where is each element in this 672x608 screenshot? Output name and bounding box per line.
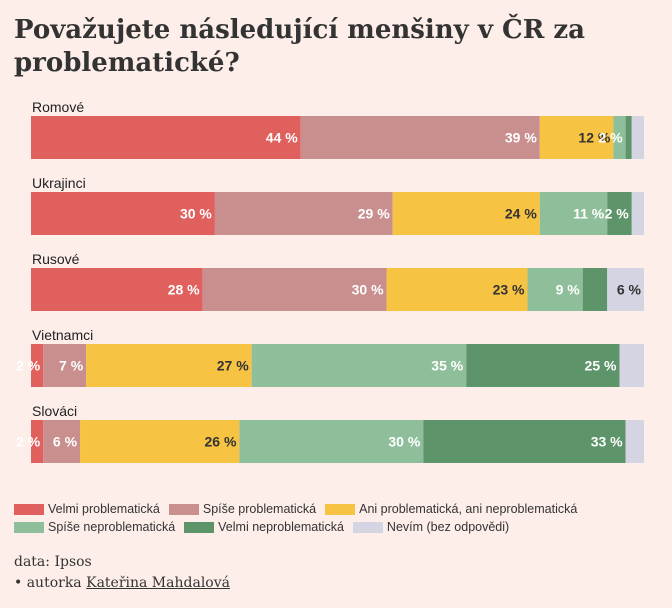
data-label: 29 % bbox=[358, 206, 390, 222]
bar-segment bbox=[300, 116, 540, 159]
bar-segment bbox=[80, 420, 240, 463]
bar-segment bbox=[423, 420, 626, 463]
bar-segment bbox=[527, 268, 583, 311]
bar-segment bbox=[31, 192, 215, 235]
data-source: data: Ipsos bbox=[14, 554, 92, 570]
legend: Velmi problematická Spíše problematická An… bbox=[14, 500, 664, 536]
bar-segment bbox=[239, 420, 424, 463]
author-prefix: • autorka bbox=[14, 575, 82, 591]
bar-segment bbox=[31, 268, 203, 311]
data-label: 30 % bbox=[180, 206, 212, 222]
category-label: Romové bbox=[32, 99, 84, 115]
bar-segment bbox=[619, 344, 644, 387]
data-label: 9 % bbox=[556, 282, 581, 298]
data-label: 2 % bbox=[16, 358, 41, 374]
bar-segment bbox=[43, 344, 87, 387]
legend-item: Velmi neproblematická bbox=[184, 520, 344, 534]
bar-segment bbox=[392, 192, 540, 235]
bar-segment bbox=[386, 268, 528, 311]
legend-row: Velmi problematická Spíše problematická An… bbox=[14, 500, 664, 518]
data-label: 2 % bbox=[16, 434, 41, 450]
legend-item: Ani problematická, ani neproblematická bbox=[325, 502, 577, 516]
legend-item: Velmi problematická bbox=[14, 502, 160, 516]
data-label: 6 % bbox=[617, 282, 642, 298]
bar-segment bbox=[466, 344, 620, 387]
bar-segment bbox=[631, 192, 644, 235]
bar-segment bbox=[631, 116, 644, 159]
legend-label: Spíše problematická bbox=[202, 502, 317, 516]
legend-swatch bbox=[325, 503, 356, 515]
legend-swatch bbox=[184, 521, 215, 533]
legend-item: Nevím (bez odpovědi) bbox=[352, 520, 510, 534]
data-label: 39 % bbox=[505, 130, 537, 146]
data-label: 24 % bbox=[505, 206, 537, 222]
legend-item: Spíše neproblematická bbox=[14, 520, 175, 534]
data-label: 30 % bbox=[388, 434, 420, 450]
legend-swatch bbox=[352, 521, 383, 533]
data-label: 27 % bbox=[217, 358, 249, 374]
data-label: 23 % bbox=[493, 282, 525, 298]
legend-label: Ani problematická, ani neproblematická bbox=[359, 502, 578, 516]
chart-title: Považujete následující menšiny v ČR za p… bbox=[14, 15, 585, 78]
data-label: 44 % bbox=[266, 130, 298, 146]
category-label: Ukrajinci bbox=[32, 175, 86, 191]
author-link[interactable]: Kateřina Mahdalová bbox=[86, 575, 230, 591]
bar-segment bbox=[582, 268, 608, 311]
legend-swatch bbox=[14, 521, 44, 533]
bar-segment bbox=[202, 268, 387, 311]
bar-segment bbox=[539, 116, 614, 159]
bar-segment bbox=[43, 420, 81, 463]
legend-label: Nevím (bez odpovědi) bbox=[386, 520, 510, 534]
data-label: 26 % bbox=[204, 434, 236, 450]
bar-segment bbox=[613, 116, 626, 159]
data-label: 11 % bbox=[573, 206, 605, 222]
bar-segment bbox=[607, 268, 644, 311]
legend-row: Spíše neproblematická Velmi neproblematic… bbox=[14, 518, 664, 536]
data-label: 28 % bbox=[168, 282, 200, 298]
data-label: 30 % bbox=[352, 282, 384, 298]
bar-segment bbox=[86, 344, 252, 387]
data-label: 33 % bbox=[591, 434, 623, 450]
bar-segment bbox=[251, 344, 467, 387]
data-label: 2 % bbox=[598, 130, 623, 146]
legend-label: Velmi problematická bbox=[48, 502, 160, 516]
data-label: 7 % bbox=[59, 358, 84, 374]
bar-segment bbox=[31, 116, 301, 159]
bar-segment bbox=[539, 192, 608, 235]
legend-swatch bbox=[14, 503, 44, 515]
bar-segment bbox=[31, 420, 44, 463]
author-line: • autorka Kateřina Mahdalová bbox=[14, 573, 230, 594]
bar-segment bbox=[214, 192, 393, 235]
bar-segment bbox=[607, 192, 632, 235]
data-label: 2 % bbox=[605, 206, 630, 222]
category-label: Vietnamci bbox=[32, 327, 93, 343]
category-label: Rusové bbox=[32, 251, 80, 267]
legend-swatch bbox=[168, 503, 199, 515]
category-label: Slováci bbox=[32, 403, 77, 419]
data-label: 35 % bbox=[431, 358, 463, 374]
bar-segment bbox=[625, 420, 644, 463]
bar-segment bbox=[31, 344, 44, 387]
data-label: 6 % bbox=[53, 434, 78, 450]
legend-label: Velmi neproblematická bbox=[218, 520, 344, 534]
legend-label: Spíše neproblematická bbox=[48, 520, 176, 534]
bar-segment bbox=[625, 116, 632, 159]
legend-item: Spíše problematická bbox=[168, 502, 317, 516]
data-label: 25 % bbox=[585, 358, 617, 374]
footer: data: Ipsos • autorka Kateřina Mahdalová bbox=[14, 552, 230, 594]
data-label: 12 % bbox=[578, 130, 610, 146]
